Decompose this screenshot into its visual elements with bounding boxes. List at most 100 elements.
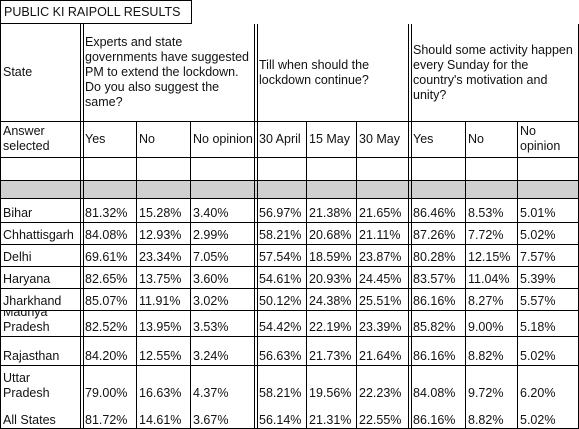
percentage-cell: 22.23% (359, 386, 402, 400)
percentage-cell: 86.16% (413, 413, 456, 427)
table-rule (0, 244, 579, 245)
table-rule (257, 24, 258, 429)
percentage-cell: 22.19% (309, 320, 352, 334)
percentage-cell: 82.65% (85, 272, 128, 286)
percentage-cell: 21.64% (359, 349, 402, 363)
table-rule (136, 121, 137, 429)
percentage-cell: 21.11% (359, 228, 401, 242)
percentage-cell: 84.08% (85, 228, 128, 242)
percentage-cell: 86.16% (413, 294, 456, 308)
percentage-cell: 5.01% (520, 206, 556, 220)
percentage-cell: 12.15% (468, 250, 511, 264)
state-name-cell: Chhattisgarh (3, 228, 74, 242)
table-rule (80, 24, 81, 429)
state-name-cell: Uttar Pradesh (3, 371, 50, 400)
table-rule (411, 24, 412, 429)
percentage-cell: 87.26% (413, 228, 456, 242)
percentage-cell: 16.63% (139, 386, 182, 400)
percentage-cell: 21.65% (359, 206, 402, 220)
percentage-cell: 25.51% (359, 294, 402, 308)
percentage-cell: 2.99% (193, 228, 229, 242)
percentage-cell: 18.59% (309, 250, 352, 264)
percentage-cell: 24.45% (359, 272, 402, 286)
table-rule (0, 310, 579, 311)
percentage-cell: 9.00% (468, 320, 504, 334)
percentage-cell: 19.56% (309, 386, 352, 400)
percentage-cell: 81.72% (85, 413, 128, 427)
percentage-cell: 69.61% (85, 250, 128, 264)
percentage-cell: 8.82% (468, 349, 504, 363)
percentage-cell: 14.61% (139, 413, 182, 427)
state-name-cell: Rajasthan (3, 349, 60, 363)
percentage-cell: 3.02% (193, 294, 229, 308)
percentage-cell: 3.24% (193, 349, 229, 363)
percentage-cell: 79.00% (85, 386, 128, 400)
percentage-cell: 86.46% (413, 206, 456, 220)
question-3-header: Should some activity happen every Sunday… (413, 42, 573, 102)
percentage-cell: 9.72% (468, 386, 504, 400)
percentage-cell: 3.67% (193, 413, 229, 427)
state-name-cell: Madhya Pradesh (3, 310, 50, 334)
table-rule (0, 336, 579, 337)
table-rule (254, 24, 255, 429)
percentage-cell: 56.14% (259, 413, 302, 427)
percentage-cell: 12.55% (139, 349, 182, 363)
answer-option-header: Yes (85, 131, 106, 146)
table-rule (0, 365, 579, 366)
percentage-cell: 20.68% (309, 228, 352, 242)
percentage-cell: 13.75% (139, 272, 182, 286)
percentage-cell: 82.52% (85, 320, 128, 334)
state-name-cell: All States (3, 413, 56, 427)
answer-option-header: No opinion (193, 131, 253, 146)
percentage-cell: 23.39% (359, 320, 402, 334)
table-rule (0, 288, 579, 289)
percentage-cell: 21.38% (309, 206, 352, 220)
percentage-cell: 84.08% (413, 386, 456, 400)
answer-selected-label: Answer selected (3, 124, 50, 153)
percentage-cell: 56.97% (259, 206, 302, 220)
table-rule (0, 266, 579, 267)
table-rule (0, 180, 579, 181)
percentage-cell: 83.57% (413, 272, 456, 286)
state-name-cell: Jharkhand (3, 294, 62, 308)
percentage-cell: 22.55% (359, 413, 402, 427)
percentage-cell: 5.02% (520, 349, 556, 363)
table-rule (0, 121, 579, 122)
percentage-cell: 58.21% (259, 386, 302, 400)
state-name-cell: Delhi (3, 250, 32, 264)
state-name-cell: Bihar (3, 206, 33, 220)
percentage-cell: 15.28% (139, 206, 182, 220)
separator-band (0, 180, 579, 198)
table-rule (517, 121, 518, 429)
percentage-cell: 23.87% (359, 250, 402, 264)
percentage-cell: 86.16% (413, 349, 456, 363)
table-title: PUBLIC KI RAIPOLL RESULTS (0, 0, 192, 24)
percentage-cell: 5.39% (520, 272, 556, 286)
percentage-cell: 54.61% (259, 272, 302, 286)
percentage-cell: 50.12% (259, 294, 302, 308)
question-1-header: Experts and state governments have sugge… (85, 35, 249, 109)
table-rule (0, 198, 579, 199)
answer-option-header: No (468, 131, 484, 146)
answer-option-header: 15 May (309, 131, 350, 146)
state-name-cell: Haryana (3, 272, 51, 286)
table-rule (0, 24, 1, 429)
percentage-cell: 6.20% (520, 386, 556, 400)
percentage-cell: 24.38% (309, 294, 352, 308)
percentage-cell: 56.63% (259, 349, 302, 363)
answer-option-header: 30 April (259, 131, 301, 146)
percentage-cell: 11.04% (468, 272, 510, 286)
percentage-cell: 5.02% (520, 413, 556, 427)
answer-option-header: 30 May (359, 131, 400, 146)
percentage-cell: 4.37% (193, 386, 229, 400)
percentage-cell: 80.28% (413, 250, 456, 264)
table-rule (190, 121, 191, 429)
percentage-cell: 3.53% (193, 320, 229, 334)
percentage-cell: 84.20% (85, 349, 128, 363)
percentage-cell: 21.73% (309, 349, 352, 363)
answer-option-header: Yes (413, 131, 434, 146)
percentage-cell: 85.07% (85, 294, 128, 308)
percentage-cell: 12.93% (139, 228, 182, 242)
poll-results-table: State Experts and state governments have … (0, 24, 579, 429)
table-rule (0, 222, 579, 223)
